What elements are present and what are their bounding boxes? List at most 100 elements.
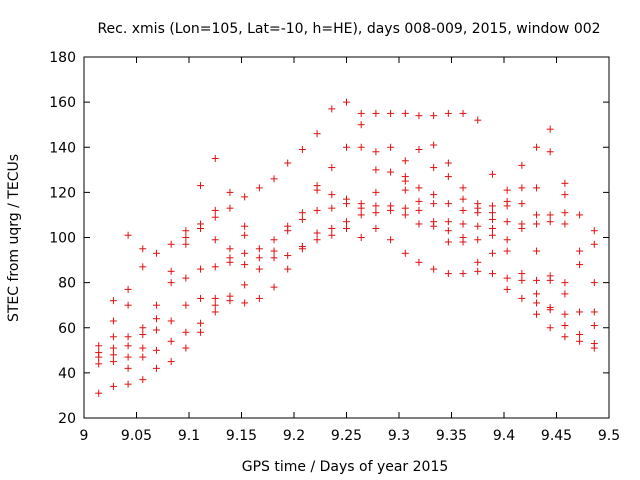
- data-point: [533, 220, 541, 228]
- data-point: [444, 159, 452, 167]
- data-point: [590, 321, 598, 329]
- data-point: [357, 121, 365, 129]
- data-point: [561, 321, 569, 329]
- data-point: [95, 360, 103, 368]
- data-point: [561, 179, 569, 187]
- data-point: [124, 353, 132, 361]
- data-point: [401, 249, 409, 257]
- data-point: [241, 193, 249, 201]
- data-point: [298, 215, 306, 223]
- data-point: [139, 344, 147, 352]
- data-point: [197, 220, 205, 228]
- data-point: [241, 222, 249, 230]
- data-point: [343, 143, 350, 151]
- y-tick-label: 80: [58, 276, 76, 292]
- data-point: [226, 188, 234, 196]
- x-tick-label: 9: [80, 428, 89, 444]
- chart-title: Rec. xmis (Lon=105, Lat=-10, h=HE), days…: [97, 21, 600, 37]
- data-point: [576, 261, 584, 269]
- data-point: [270, 175, 278, 183]
- data-point: [211, 206, 219, 214]
- data-point: [124, 380, 132, 388]
- data-point: [401, 157, 409, 165]
- data-point: [226, 204, 234, 212]
- data-point: [533, 184, 541, 192]
- data-point: [298, 243, 306, 251]
- data-point: [211, 308, 219, 316]
- data-point: [167, 337, 175, 345]
- data-point: [182, 301, 190, 309]
- data-point: [284, 252, 292, 260]
- data-point: [488, 224, 496, 232]
- data-point: [459, 109, 467, 117]
- data-point: [313, 206, 321, 214]
- data-point: [444, 109, 452, 117]
- data-point: [430, 112, 438, 120]
- data-point: [488, 215, 496, 223]
- data-point: [444, 270, 452, 278]
- data-point: [124, 231, 132, 239]
- data-point: [124, 364, 132, 372]
- data-point: [459, 270, 467, 278]
- data-point: [518, 161, 526, 169]
- x-tick-label: 9.5: [598, 428, 620, 444]
- data-point: [590, 340, 598, 348]
- data-point: [343, 195, 350, 203]
- data-point: [546, 272, 554, 280]
- data-point: [357, 200, 365, 208]
- data-point: [197, 294, 205, 302]
- data-point: [313, 182, 321, 190]
- data-point: [167, 267, 175, 275]
- data-point: [95, 389, 103, 397]
- data-point: [561, 310, 569, 318]
- y-tick-label: 60: [58, 321, 76, 337]
- data-point: [387, 168, 395, 176]
- data-point: [328, 231, 336, 239]
- data-point: [284, 222, 292, 230]
- data-point: [343, 218, 350, 226]
- data-point: [241, 231, 249, 239]
- data-point: [95, 349, 103, 357]
- data-point: [167, 358, 175, 366]
- data-point: [357, 143, 365, 151]
- data-point: [211, 294, 219, 302]
- data-point: [430, 200, 438, 208]
- y-axis-label: STEC from uqrg / TECUs: [6, 154, 22, 322]
- data-point: [518, 294, 526, 302]
- data-point: [401, 173, 409, 181]
- data-point: [124, 285, 132, 293]
- data-point: [343, 224, 350, 232]
- data-point: [561, 333, 569, 341]
- data-point: [415, 258, 423, 266]
- data-point: [152, 326, 160, 334]
- data-point: [387, 109, 395, 117]
- data-point: [533, 143, 541, 151]
- data-point: [401, 109, 409, 117]
- data-point: [576, 308, 584, 316]
- data-point: [430, 218, 438, 226]
- data-point: [328, 224, 336, 232]
- data-point: [109, 297, 117, 305]
- data-point: [444, 238, 452, 246]
- data-point: [255, 245, 263, 253]
- data-point: [226, 254, 234, 262]
- data-point: [95, 342, 103, 350]
- data-point: [357, 109, 365, 117]
- data-point: [211, 263, 219, 271]
- data-point: [444, 218, 452, 226]
- data-point: [444, 173, 452, 181]
- data-point: [182, 344, 190, 352]
- data-point: [226, 245, 234, 253]
- data-point: [284, 159, 292, 167]
- data-point: [518, 200, 526, 208]
- plot-frame: [83, 56, 610, 419]
- data-point: [444, 200, 452, 208]
- data-point: [387, 143, 395, 151]
- data-point: [139, 245, 147, 253]
- data-point: [270, 254, 278, 262]
- data-point: [197, 182, 205, 190]
- x-tick-label: 9.3: [388, 428, 410, 444]
- data-point: [152, 364, 160, 372]
- data-point: [459, 234, 467, 241]
- data-point: [284, 265, 292, 273]
